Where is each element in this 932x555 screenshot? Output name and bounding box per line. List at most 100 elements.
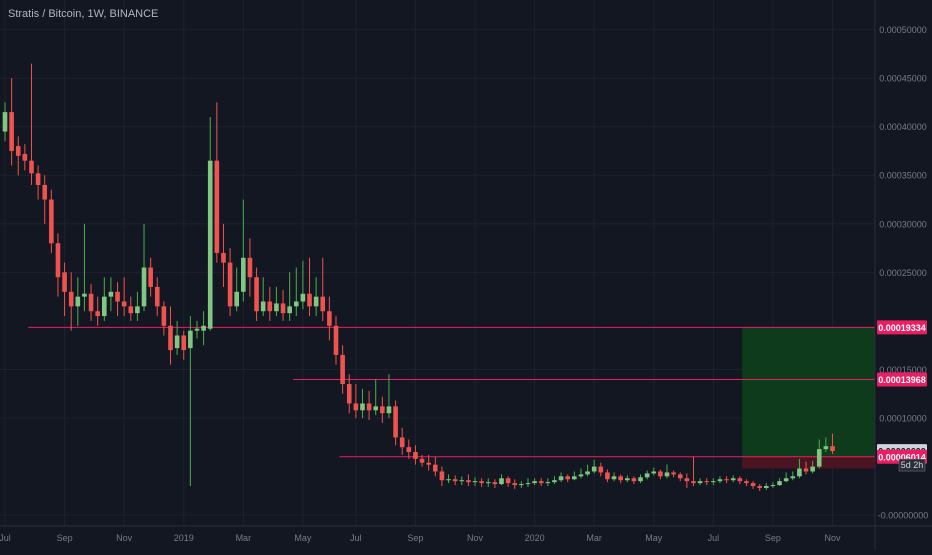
candle [644,470,650,480]
candle-body [598,466,604,473]
candle-body [724,479,729,481]
level-price-label: 0.00019334 [877,320,927,335]
price-label-text: 0.00013968 [878,375,926,385]
candle-body [591,466,597,472]
candle [188,316,193,487]
candle [161,301,167,336]
candle [121,277,127,317]
candle-body [446,479,451,481]
countdown-bg [898,458,926,472]
candle-body [697,481,703,484]
candle-body [810,466,815,472]
x-tick-label: Mar [586,533,602,543]
candle-body [214,160,220,253]
candle [472,477,478,487]
candle [214,102,220,263]
candle [49,189,54,253]
candle [95,296,100,326]
candle-body [293,301,299,307]
candle [717,476,723,484]
candle [691,456,696,487]
candle-body [188,330,193,349]
candle [399,427,405,455]
candle-body [565,476,570,480]
price-label-bg [877,320,927,335]
candle-body [744,481,749,484]
candle [313,277,319,317]
candle [439,466,445,487]
candle [327,296,332,341]
candle [532,478,537,486]
candle-body [419,458,425,463]
candle-body [254,277,259,312]
candle-body [168,325,173,351]
time-axis[interactable]: Jul Sep Nov 2019 Mar May Jul Sep Nov 2020 Mar May Ju… [0,533,841,543]
candle-body [221,252,226,263]
candle-body [135,306,140,314]
candle [9,78,14,166]
candle [274,286,279,317]
countdown-text: 5d 2h [901,460,924,470]
candle [777,478,782,487]
y-tick-label: 0.00050000 [879,25,927,35]
candle [697,478,703,486]
candle [82,223,87,312]
candle-body [280,303,286,314]
price-label-text: 0.00006014 [878,452,926,462]
candle-body [386,406,392,414]
candle-body [499,478,504,485]
x-tick-label: Jul [708,533,720,543]
candle [538,478,544,487]
price-axis[interactable]: 0.00050000 0.00045000 0.00040000 0.00035000… [878,25,929,521]
candle [810,460,815,474]
loss-zone [742,456,875,469]
candle [333,316,339,365]
y-tick-label: 0.00015000 [879,365,927,375]
candle-body [658,471,663,477]
candle [585,464,590,477]
candle [611,472,617,482]
candle-body [439,471,445,481]
candle-body [201,325,206,331]
candle [360,388,365,419]
candle-body [108,291,114,297]
candle-body [62,272,67,292]
candle [68,272,74,331]
candle [591,459,597,474]
chart-title: Stratis / Bitcoin, 1W, BINANCE [8,8,159,20]
candle-body [618,476,623,481]
candle-body [797,468,802,477]
candle [525,478,531,488]
candle [247,238,253,297]
candle-body [466,480,471,483]
candle [42,175,48,224]
candle [307,257,312,317]
candle [658,469,663,480]
candle [174,320,180,355]
candle-body [783,478,789,482]
candle-body [803,468,809,472]
candle-body [505,478,511,484]
candle [154,277,160,317]
candle-body [651,471,657,474]
candle [2,102,8,142]
candle-body [267,301,273,312]
price-labels: 0.000193340.000139680.000066000.00006014… [877,320,927,472]
x-tick-label: 2020 [525,533,545,543]
candle [267,286,273,321]
candle-body [790,476,796,479]
candle-body [472,481,478,483]
candle [605,469,610,483]
candle [148,257,153,297]
candle-body [406,447,412,453]
x-tick-label: Sep [407,533,423,543]
candle [466,474,471,487]
candle [241,199,246,302]
candle-body [624,478,630,481]
candle [664,464,670,479]
x-tick-label: Sep [57,533,73,543]
candle-body [141,267,147,307]
candle [221,223,226,287]
